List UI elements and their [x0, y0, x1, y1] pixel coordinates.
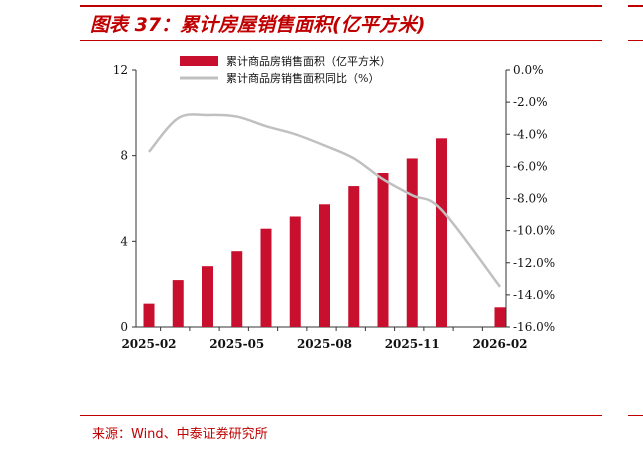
legend-bar-label: 累计商品房销售面积（亿平方米）	[226, 54, 391, 68]
chart-title: 图表 37：累计房屋销售面积(亿平方米)	[90, 14, 426, 36]
legend-bar-swatch	[180, 56, 218, 66]
x-axis-tick-label: 2025-08	[297, 337, 352, 351]
bar	[201, 266, 213, 327]
left-axis-tick-label: 0	[120, 320, 128, 334]
chart-axes: 0 4 8 12 0.0% -2.0% -4.0% -6.0% -8.0% -10.0% -12.0…	[113, 63, 555, 351]
left-axis-tick-label: 4	[120, 234, 128, 248]
line-series	[148, 113, 501, 288]
right-axis-tick-label: -8.0%	[513, 192, 548, 206]
bar	[231, 251, 243, 327]
adjacent-panel-footer-rule	[628, 415, 643, 416]
bar	[260, 228, 272, 327]
title-underline	[80, 40, 602, 41]
bar	[348, 186, 360, 327]
bar-series	[143, 138, 506, 327]
bar	[406, 158, 418, 327]
right-axis-tick-label: -4.0%	[513, 127, 548, 141]
right-axis-tick-label: -10.0%	[513, 224, 555, 238]
yoy-growth-line	[148, 113, 501, 288]
left-axis-tick-label: 8	[120, 149, 128, 163]
bar	[172, 280, 184, 327]
right-axis-tick-label: -6.0%	[513, 159, 548, 173]
bar	[494, 307, 506, 327]
right-axis-tick-label: -12.0%	[513, 256, 555, 270]
bar	[143, 303, 155, 327]
bar	[377, 173, 389, 327]
right-axis-tick-label: -14.0%	[513, 288, 555, 302]
right-axis-tick-label: -2.0%	[513, 95, 548, 109]
x-axis-tick-label: 2025-05	[209, 337, 264, 351]
left-axis-tick-label: 12	[113, 63, 128, 77]
bar	[318, 204, 330, 327]
adjacent-panel-title-rule	[628, 40, 643, 41]
x-axis-tick-label: 2025-02	[121, 337, 176, 351]
bar	[435, 138, 447, 327]
x-axis-tick-label: 2026-02	[472, 337, 527, 351]
chart-legend: 累计商品房销售面积（亿平方米） 累计商品房销售面积同比（%）	[180, 54, 391, 85]
adjacent-panel-top-rule	[628, 5, 643, 7]
header-top-rule	[80, 5, 602, 7]
bar	[289, 216, 301, 327]
x-axis-tick-label: 2025-11	[385, 337, 440, 351]
source-note: 来源：Wind、中泰证券研究所	[92, 427, 268, 442]
footer-rule	[80, 415, 602, 416]
legend-line-label: 累计商品房销售面积同比（%）	[226, 71, 379, 85]
right-axis-tick-label: -16.0%	[513, 320, 555, 334]
right-axis-tick-label: 0.0%	[513, 63, 544, 77]
